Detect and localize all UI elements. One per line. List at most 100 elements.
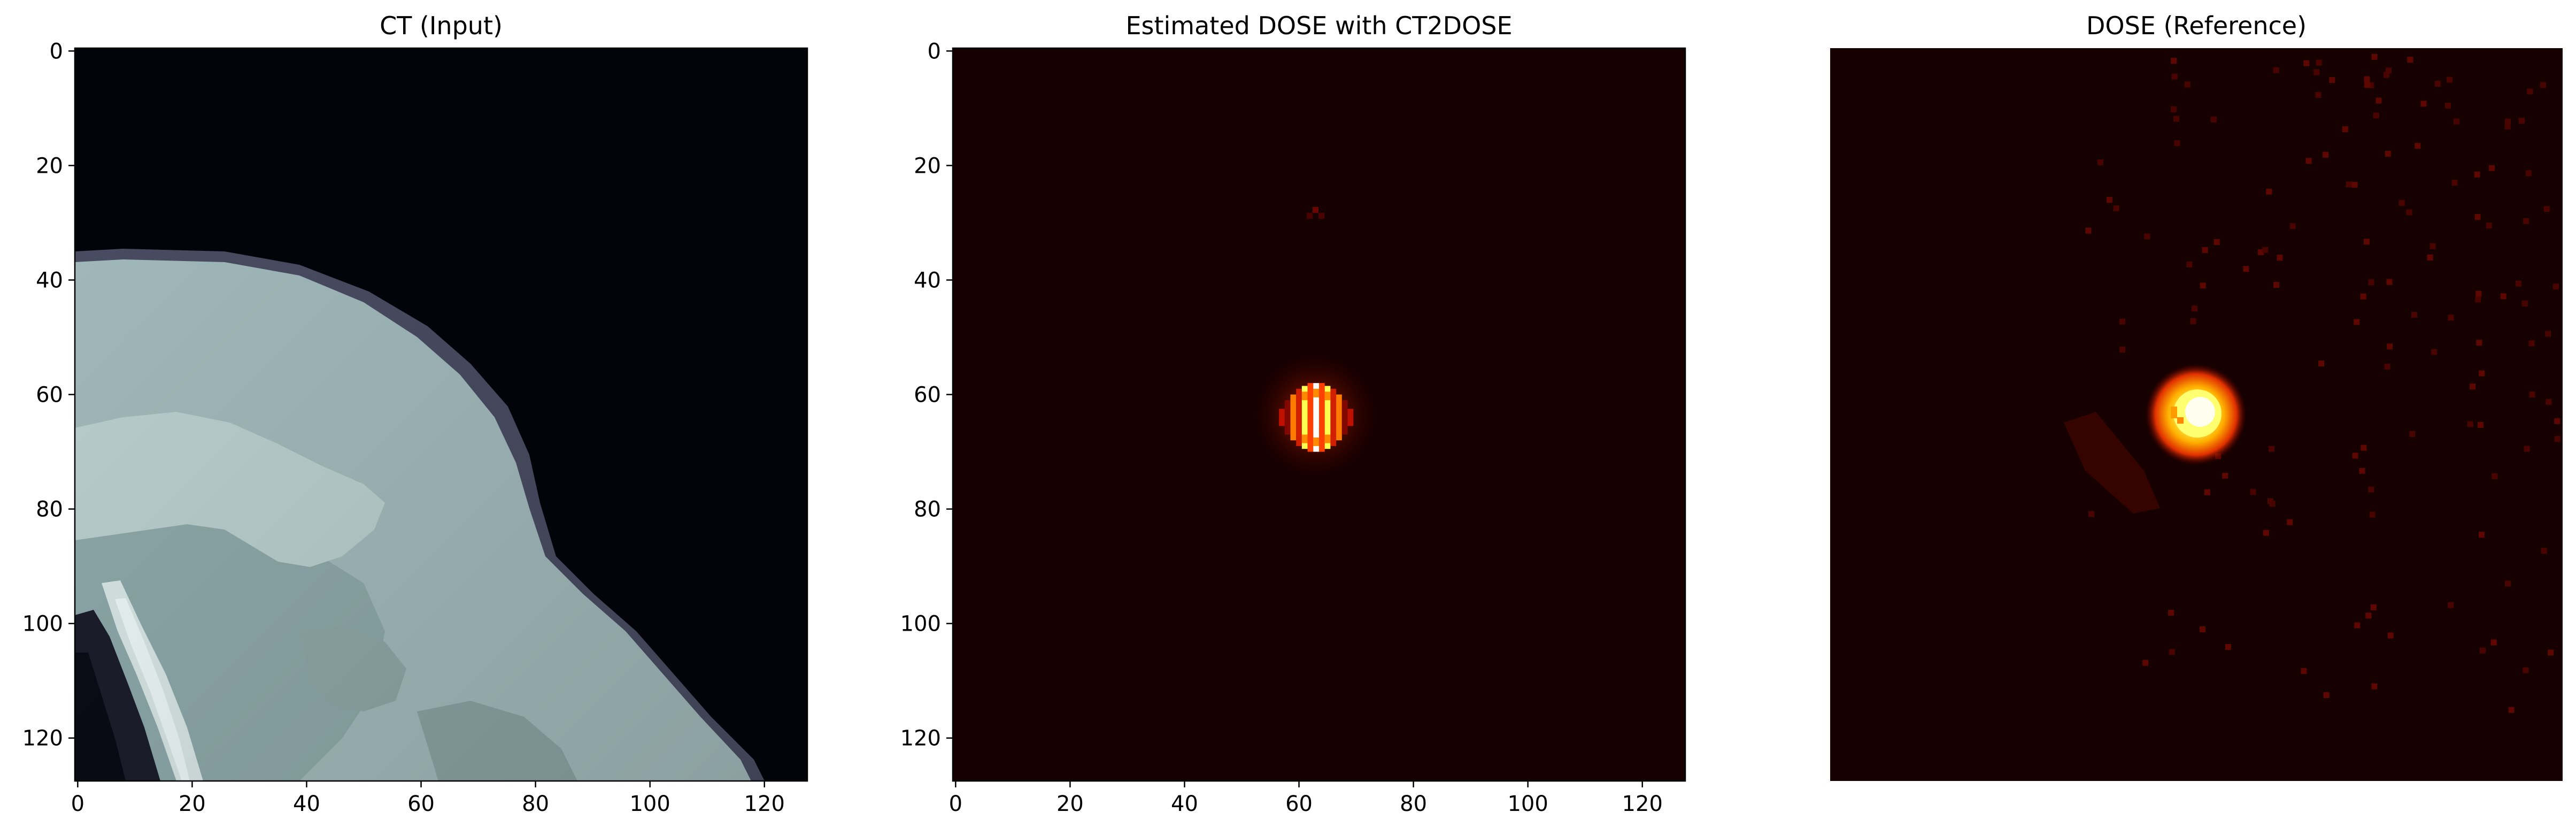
estimated-dose-y-tick-label: 60	[914, 383, 941, 408]
reference-dose-speck	[2371, 53, 2378, 60]
reference-dose-speck	[2447, 76, 2453, 83]
estimated-dose-image	[953, 48, 1685, 781]
ct-y-tick-label: 60	[36, 383, 63, 408]
reference-dose-image	[1830, 48, 2563, 781]
estimated-dose-stripe	[1279, 409, 1285, 426]
reference-dose-speck	[2492, 473, 2498, 479]
ct-y-tick-label: 100	[22, 612, 63, 637]
reference-dose-speck	[2329, 77, 2335, 83]
estimated-dose-speck	[1313, 207, 1318, 213]
reference-dose-speck	[2427, 254, 2433, 261]
reference-dose-speck	[2453, 118, 2459, 125]
estimated-dose-stripe-edge	[1313, 437, 1319, 446]
reference-dose-speck	[2554, 436, 2560, 442]
reference-dose-speck	[2170, 106, 2177, 112]
reference-dose-speck	[2269, 446, 2275, 452]
reference-dose-speck	[2523, 667, 2529, 673]
reference-dose-speck	[2370, 604, 2377, 610]
reference-dose-speck	[2475, 290, 2482, 297]
estimated-dose-y-tick-label: 120	[900, 726, 941, 751]
ct-x-tick-label: 40	[293, 792, 320, 816]
reference-dose-speck	[2186, 262, 2193, 268]
reference-dose-speck	[2447, 602, 2454, 608]
reference-dose-speck	[2113, 205, 2119, 211]
panel-estimated-dose: Estimated DOSE with CT2DOSE 0 20 40 60 80 100…	[900, 11, 1686, 816]
ct-x-tick-label: 100	[629, 792, 670, 816]
reference-dose-speck	[2318, 361, 2325, 367]
reference-dose-speck	[2169, 649, 2175, 655]
reference-dose-speck	[2184, 81, 2191, 88]
reference-dose-speck	[2262, 247, 2269, 253]
reference-dose-speck	[2521, 300, 2528, 307]
estimated-dose-stripe	[1307, 383, 1314, 452]
reference-dose-speck	[2315, 92, 2322, 98]
reference-dose-speck	[2386, 279, 2393, 285]
reference-dose-speck	[2407, 57, 2413, 63]
reference-dose-speck	[2477, 422, 2484, 428]
estimated-dose-stripe	[1313, 383, 1319, 452]
reference-dose-speck	[2289, 223, 2296, 229]
reference-dose-speck	[2430, 243, 2436, 249]
estimated-dose-axes: 0 20 40 60 80 100 120 0 20 40 60 80 100 120	[900, 39, 1663, 816]
reference-dose-speck	[2273, 282, 2279, 288]
reference-dose-speck	[2486, 223, 2492, 229]
estimated-dose-stripe	[1284, 400, 1291, 435]
ct-y-tick-label: 0	[50, 39, 63, 64]
reference-dose-speck	[2369, 511, 2376, 518]
reference-dose-speck	[2525, 170, 2532, 177]
reference-dose-speck	[2552, 284, 2559, 290]
reference-dose-speck	[2504, 123, 2511, 129]
reference-dose-speck	[2263, 530, 2269, 536]
reference-dose-speck	[2431, 349, 2438, 355]
reference-dose-speck	[2368, 82, 2374, 88]
reference-dose-speck	[2213, 239, 2220, 245]
estimated-dose-x-tick-label: 100	[1507, 792, 1548, 816]
reference-dose-speck	[2316, 59, 2322, 66]
reference-dose-speck	[2190, 318, 2196, 324]
reference-dose-speck	[2364, 82, 2371, 88]
reference-dose-speck	[2383, 72, 2389, 78]
reference-dose-speck	[2467, 421, 2473, 427]
reference-dose-speck	[2168, 609, 2174, 616]
reference-dose-speck	[2387, 632, 2394, 639]
reference-dose-speck	[2142, 660, 2149, 666]
reference-dose-speck	[2359, 468, 2365, 474]
reference-dose-speck	[2354, 622, 2361, 629]
reference-dose-speck	[2368, 486, 2374, 493]
reference-dose-speck	[2200, 282, 2206, 289]
estimated-dose-stripe	[1319, 383, 1325, 452]
reference-dose-speck	[2171, 58, 2177, 64]
reference-dose-speck	[2398, 200, 2405, 206]
reference-dose-speck	[2119, 346, 2126, 353]
panel-title-reference-dose: DOSE (Reference)	[2086, 11, 2307, 40]
estimated-dose-y-tick-label: 80	[914, 497, 941, 522]
reference-dose-speck	[2554, 418, 2560, 424]
reference-dose-speck	[2406, 209, 2412, 216]
reference-dose-streak	[2064, 412, 2160, 514]
reference-dose-speck	[2546, 399, 2552, 405]
reference-dose-speck	[2548, 649, 2554, 656]
reference-dose-speck	[2505, 580, 2511, 587]
reference-dose-speck	[2540, 82, 2546, 88]
reference-dose-speck	[2346, 181, 2352, 188]
reference-dose-speck	[2171, 73, 2178, 80]
estimated-dose-stripe	[1296, 388, 1302, 446]
reference-dose-speck	[2192, 305, 2198, 312]
ct-x-tick-label: 80	[522, 792, 549, 816]
reference-dose-speck	[2373, 112, 2379, 119]
reference-dose-speck	[2371, 683, 2378, 690]
reference-dose-speck	[2305, 158, 2312, 164]
ct-x-tick-label: 60	[407, 792, 435, 816]
reference-dose-speck	[2490, 639, 2497, 646]
reference-dose-speck	[2106, 197, 2112, 203]
reference-dose-speck	[2420, 101, 2427, 107]
reference-dose-speck	[2199, 626, 2205, 632]
reference-dose-speck	[2085, 227, 2092, 234]
reference-dose-speck	[2222, 472, 2228, 479]
reference-dose-speck	[2173, 116, 2179, 122]
reference-dose-speck	[2287, 519, 2293, 525]
estimated-dose-hotspot	[1279, 383, 1354, 452]
estimated-dose-stripe-edge	[1324, 434, 1331, 443]
reference-dose-speck	[2097, 159, 2104, 165]
